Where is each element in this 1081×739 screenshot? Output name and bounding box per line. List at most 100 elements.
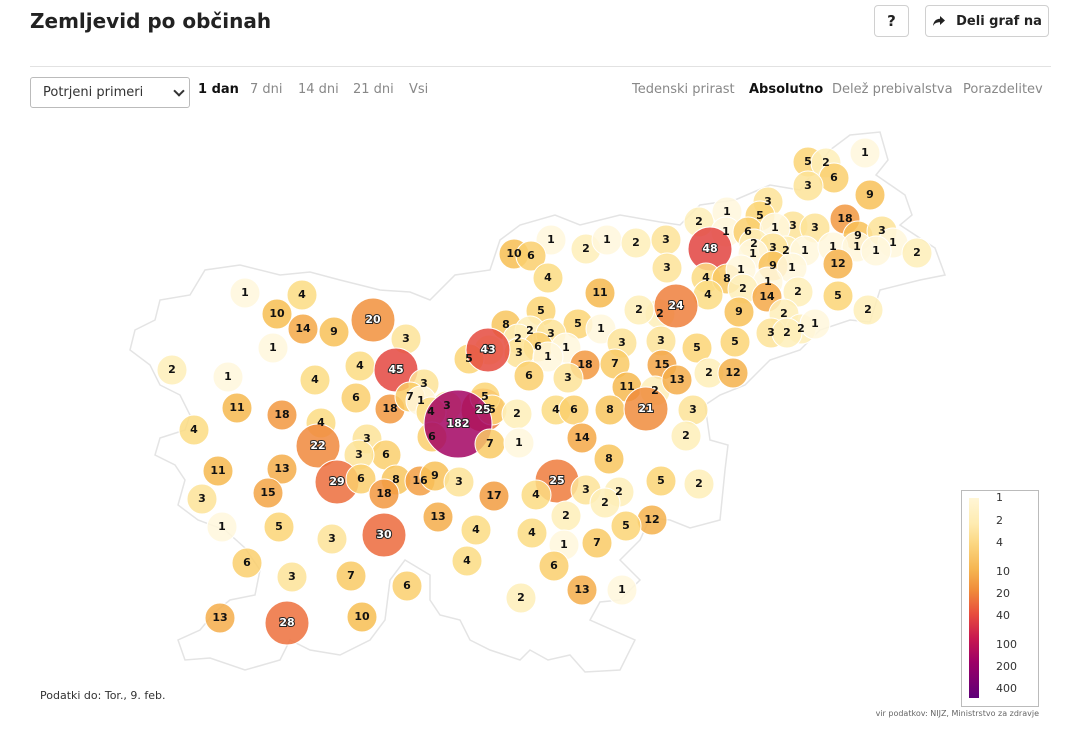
municipality-area[interactable] — [266, 453, 298, 485]
municipality-area[interactable] — [799, 308, 831, 340]
municipality-area[interactable] — [901, 237, 933, 269]
municipality-area[interactable] — [822, 280, 854, 312]
municipality-area[interactable] — [316, 523, 348, 555]
tab-mode-absolutno[interactable]: Absolutno — [749, 82, 824, 99]
municipality-area[interactable] — [345, 463, 377, 495]
municipality-value-label: 4 — [190, 423, 198, 436]
municipality-area[interactable] — [299, 364, 331, 396]
municipality-area[interactable] — [513, 360, 545, 392]
municipality-area[interactable] — [566, 574, 598, 606]
tab-mode-delez-prebivalstva[interactable]: Delež prebivalstva — [832, 82, 953, 97]
municipality-area[interactable] — [503, 427, 535, 459]
municipality-area[interactable] — [593, 443, 625, 475]
municipality-area[interactable] — [515, 240, 547, 272]
municipality-area[interactable] — [532, 262, 564, 294]
municipality-value-label: 2 — [913, 246, 921, 259]
municipality-area[interactable] — [286, 279, 318, 311]
municipality-area[interactable] — [683, 468, 715, 500]
municipality-value-label: 6 — [830, 171, 838, 184]
municipality-area[interactable] — [505, 582, 537, 614]
municipality-area[interactable] — [610, 510, 642, 542]
municipality-area[interactable] — [156, 354, 188, 386]
municipality-value-label: 2 — [750, 237, 758, 250]
tab-period-7-dni[interactable]: 7 dni — [250, 82, 283, 97]
municipality-area[interactable] — [852, 294, 884, 326]
municipality-area[interactable] — [465, 327, 511, 373]
metric-select[interactable]: Potrjeni primeri — [30, 77, 190, 108]
municipality-area[interactable] — [782, 276, 814, 308]
municipality-area[interactable] — [645, 465, 677, 497]
municipality-area[interactable] — [221, 392, 253, 424]
tab-mode-porazdelitev[interactable]: Porazdelitev — [963, 82, 1043, 97]
tab-period-21-dni[interactable]: 21 dni — [353, 82, 394, 97]
municipality-area[interactable] — [771, 317, 803, 349]
municipality-area[interactable] — [318, 316, 350, 348]
municipality-area[interactable] — [335, 560, 367, 592]
municipality-area[interactable] — [443, 466, 475, 498]
tab-mode-tedenski-prirast[interactable]: Tedenski prirast — [632, 82, 735, 97]
municipality-area[interactable] — [581, 527, 613, 559]
municipality-area[interactable] — [589, 487, 621, 519]
municipality-area[interactable] — [532, 341, 564, 373]
municipality-area[interactable] — [849, 137, 881, 169]
municipality-area[interactable] — [276, 561, 308, 593]
municipality-area[interactable] — [231, 547, 263, 579]
municipality-area[interactable] — [264, 600, 310, 646]
legend-color-bar — [969, 498, 979, 698]
municipality-area[interactable] — [212, 361, 244, 393]
municipality-area[interactable] — [478, 480, 510, 512]
municipality-area[interactable] — [266, 399, 298, 431]
municipality-area[interactable] — [287, 313, 319, 345]
tab-period-1-dan[interactable]: 1 dan — [198, 82, 239, 99]
municipality-area[interactable] — [670, 420, 702, 452]
municipality-area[interactable] — [263, 511, 295, 543]
municipality-value-label: 2 — [780, 307, 788, 320]
municipality-area[interactable] — [257, 332, 289, 364]
municipality-area[interactable] — [252, 477, 284, 509]
municipality-area[interactable] — [723, 296, 755, 328]
municipality-area[interactable] — [206, 511, 238, 543]
municipality-area[interactable] — [520, 479, 552, 511]
municipality-area[interactable] — [854, 179, 886, 211]
municipality-area[interactable] — [229, 277, 261, 309]
municipality-area[interactable] — [653, 283, 699, 329]
municipality-area[interactable] — [261, 298, 293, 330]
municipality-area[interactable] — [422, 501, 454, 533]
municipality-area[interactable] — [584, 277, 616, 309]
share-button[interactable]: Deli graf na — [925, 5, 1049, 37]
municipality-area[interactable] — [346, 601, 378, 633]
municipality-area[interactable] — [460, 514, 492, 546]
municipality-area[interactable] — [651, 252, 683, 284]
municipality-area[interactable] — [661, 364, 693, 396]
municipality-area[interactable] — [202, 455, 234, 487]
municipality-area[interactable] — [295, 423, 341, 469]
municipality-area[interactable] — [552, 362, 584, 394]
municipality-area[interactable] — [538, 550, 570, 582]
tab-period-14-dni[interactable]: 14 dni — [298, 82, 339, 97]
municipality-area[interactable] — [681, 332, 713, 364]
municipality-area[interactable] — [623, 386, 669, 432]
municipality-area[interactable] — [361, 512, 407, 558]
municipality-area[interactable] — [186, 483, 218, 515]
municipality-area[interactable] — [623, 294, 655, 326]
municipality-area[interactable] — [606, 574, 638, 606]
help-button[interactable]: ? — [874, 5, 909, 37]
municipality-area[interactable] — [860, 235, 892, 267]
municipality-area[interactable] — [350, 297, 396, 343]
municipality-area[interactable] — [719, 326, 751, 358]
municipality-area[interactable] — [792, 170, 824, 202]
municipality-area[interactable] — [822, 248, 854, 280]
municipality-area[interactable] — [340, 382, 372, 414]
municipality-area[interactable] — [451, 545, 483, 577]
municipality-area[interactable] — [516, 517, 548, 549]
municipality-area[interactable] — [368, 478, 400, 510]
municipality-value-label: 182 — [447, 417, 470, 430]
municipality-area[interactable] — [566, 422, 598, 454]
municipality-area[interactable] — [178, 414, 210, 446]
municipality-value-label: 18 — [376, 487, 391, 500]
municipality-area[interactable] — [391, 570, 423, 602]
municipality-area[interactable] — [717, 357, 749, 389]
tab-period-vsi[interactable]: Vsi — [409, 82, 429, 97]
municipality-area[interactable] — [204, 602, 236, 634]
